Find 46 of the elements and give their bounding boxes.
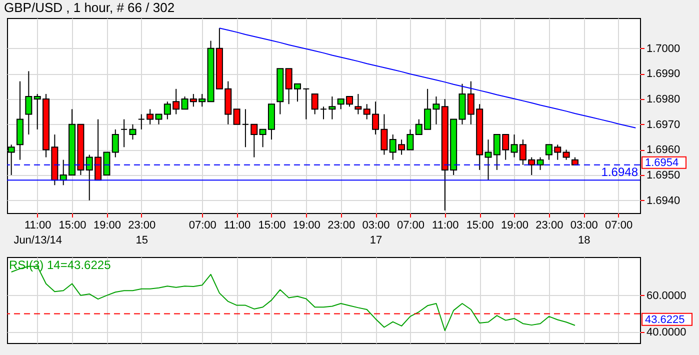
x-tick-label: 23:00 <box>536 220 564 232</box>
x-tick-label: 23:00 15 <box>128 220 156 246</box>
candlestick <box>536 156 544 170</box>
candlestick <box>120 118 128 148</box>
y-tick-label: 1.6960 <box>646 144 680 156</box>
x-tick-label: 19:00 <box>93 220 121 232</box>
x-tick-label: 15:00 <box>466 220 494 232</box>
candlestick <box>112 128 119 158</box>
candlestick <box>250 124 258 158</box>
x-tick-label: 15:00 <box>258 220 286 232</box>
x-tick-label: 07:00 <box>396 220 424 232</box>
x-tick-label: 19:00 <box>292 220 320 232</box>
x-tick-label: 11:00 <box>224 220 251 232</box>
candlestick <box>138 114 145 130</box>
text: 43.6225 <box>645 314 685 326</box>
y-tick-label: 1.6970 <box>646 118 680 131</box>
line-series <box>218 28 636 128</box>
candlestick <box>233 108 240 125</box>
x-tick-label: 07:00 <box>605 220 633 232</box>
y-tick-label: 1.7000 <box>646 42 680 55</box>
x-tick-label: 03:00 17 <box>362 220 390 246</box>
x-tick-label: 19:00 <box>501 220 529 232</box>
chart-title: GBP/USD , 1 hour, # 66 / 302 <box>4 0 175 15</box>
ref-line-label: 1.6948 <box>601 165 638 180</box>
candlestick <box>25 70 32 135</box>
candlestick <box>311 93 318 115</box>
candlestick <box>354 93 362 115</box>
x-tick-label: 23:00 <box>328 220 356 232</box>
candlestick <box>242 108 249 148</box>
y-tick-label: 1.6980 <box>646 94 680 106</box>
y-tick-label: 60.0000 <box>646 290 686 302</box>
candlestick <box>302 88 310 120</box>
chart-title: RSI(3) 14=43.6225 <box>9 258 112 272</box>
y-tick-label: 40.0000 <box>646 326 686 339</box>
candlestick <box>320 106 327 120</box>
y-tick-label: 1.6990 <box>646 68 680 80</box>
candlestick <box>328 96 336 120</box>
y-tick-label: 1.6950 <box>646 170 680 182</box>
candlestick <box>562 149 570 160</box>
x-tick-label: 07:00 <box>188 220 216 232</box>
x-tick-label: 11:00 <box>432 220 459 232</box>
candlestick <box>129 124 136 140</box>
x-tick-label: 03:00 18 <box>570 220 598 246</box>
ref-line-label: 1.6954 <box>645 157 679 170</box>
y-tick-label: 1.6940 <box>646 194 680 207</box>
x-tick-label: 15:00 <box>58 220 86 232</box>
